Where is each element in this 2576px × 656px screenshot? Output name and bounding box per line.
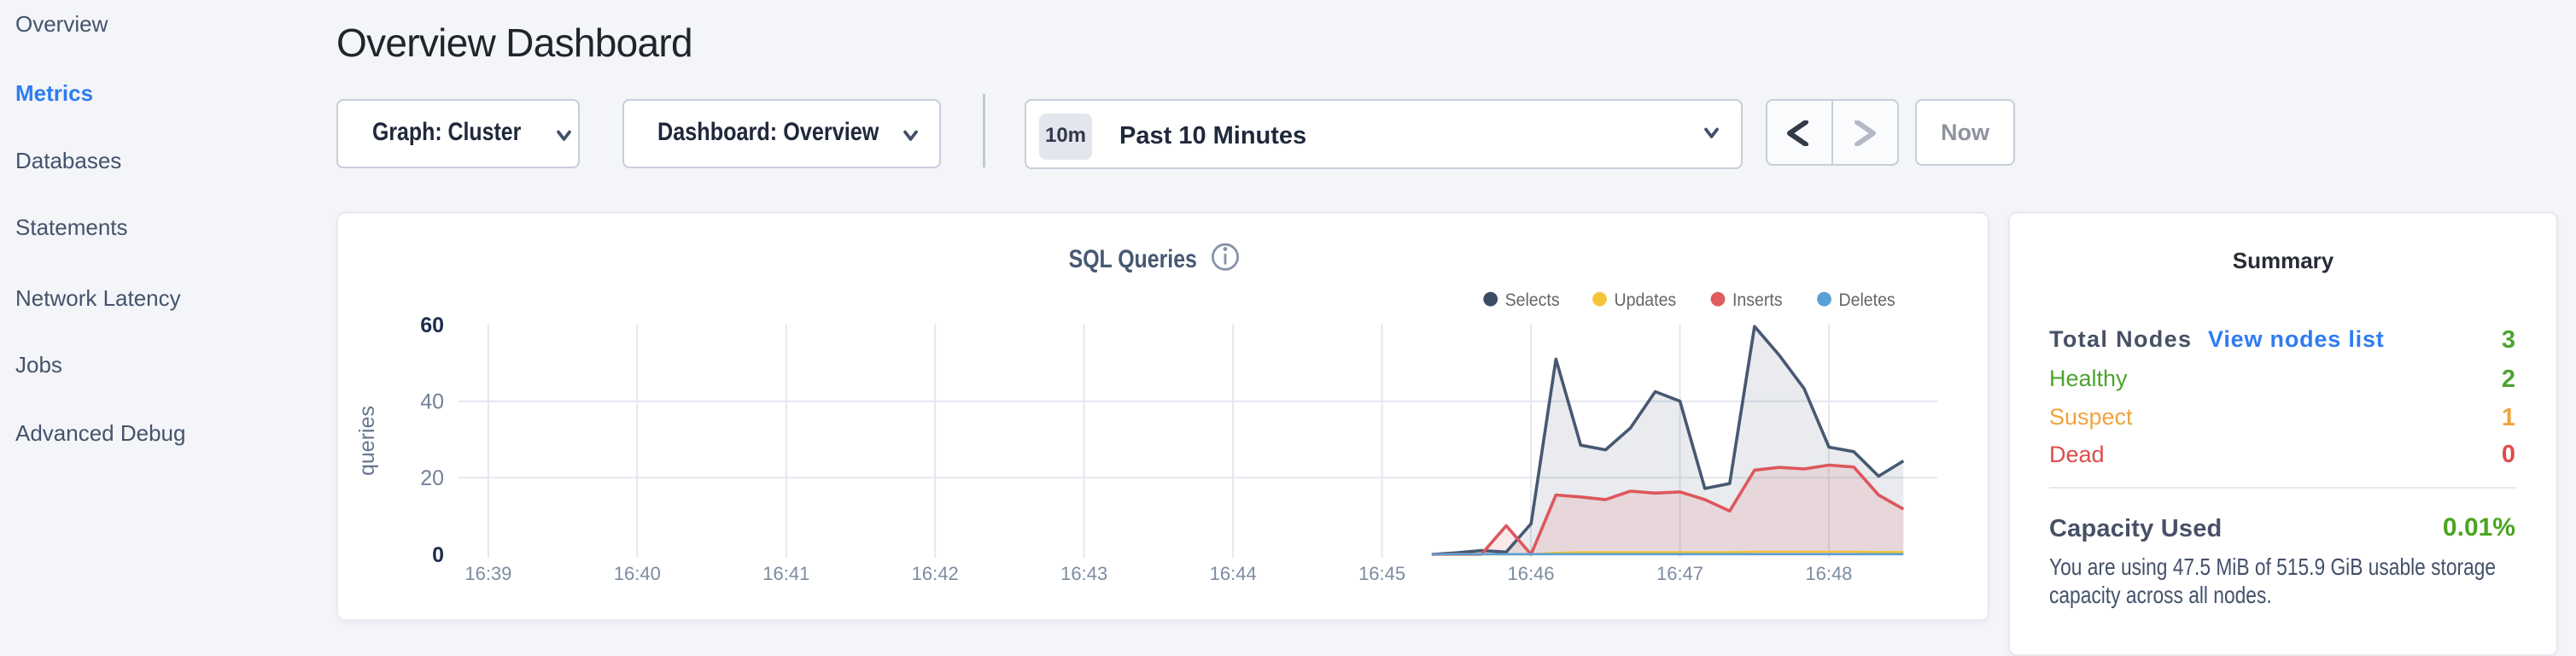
svg-text:SQL Queries: SQL Queries [1069, 244, 1197, 273]
svg-text:Deletes: Deletes [1839, 290, 1895, 310]
svg-text:16:41: 16:41 [762, 563, 809, 584]
svg-text:40: 40 [420, 390, 444, 413]
svg-text:0: 0 [432, 543, 444, 567]
svg-text:20: 20 [420, 466, 444, 490]
svg-text:16:44: 16:44 [1210, 563, 1257, 584]
svg-text:queries: queries [355, 406, 379, 476]
svg-text:16:40: 16:40 [614, 563, 661, 584]
svg-text:16:39: 16:39 [464, 563, 511, 584]
svg-text:Updates: Updates [1615, 290, 1677, 310]
svg-text:16:43: 16:43 [1060, 563, 1107, 584]
svg-text:16:47: 16:47 [1656, 563, 1703, 584]
svg-text:Selects: Selects [1505, 290, 1560, 310]
svg-text:60: 60 [420, 313, 444, 337]
svg-text:16:46: 16:46 [1507, 563, 1554, 584]
svg-text:16:48: 16:48 [1805, 563, 1852, 584]
svg-text:Inserts: Inserts [1732, 290, 1783, 310]
svg-text:16:45: 16:45 [1358, 563, 1405, 584]
svg-text:16:42: 16:42 [912, 563, 959, 584]
